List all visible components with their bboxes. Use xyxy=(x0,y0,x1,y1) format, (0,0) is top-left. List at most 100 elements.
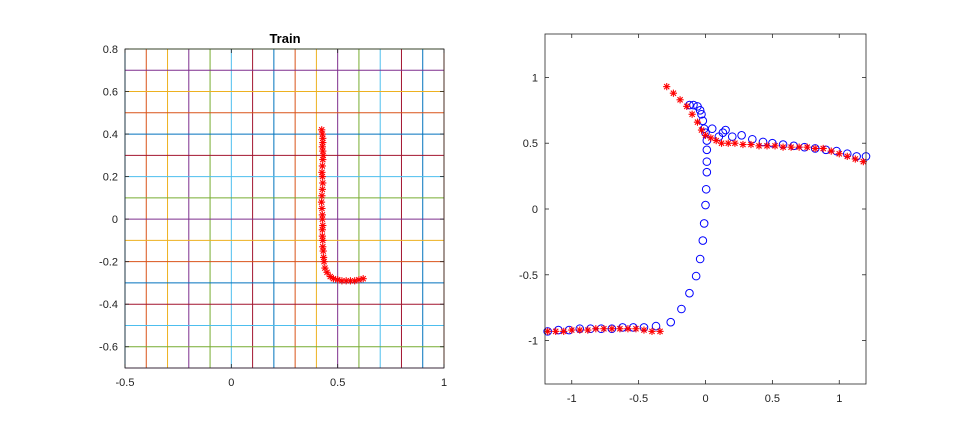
data-point-asterisk xyxy=(739,140,747,149)
data-point-asterisk xyxy=(560,327,568,335)
data-point-asterisk xyxy=(329,275,338,283)
y-tick-label: -0.2 xyxy=(99,257,118,269)
x-tick-label: 0.5 xyxy=(330,377,345,389)
data-point-asterisk xyxy=(851,155,859,163)
data-point-asterisk xyxy=(648,327,656,335)
data-point-asterisk xyxy=(663,83,671,91)
x-tick-label: 0 xyxy=(702,393,708,405)
data-point-circle xyxy=(758,137,768,147)
data-point-asterisk xyxy=(584,326,592,334)
data-point-asterisk xyxy=(676,96,684,104)
data-point-asterisk xyxy=(697,126,706,134)
data-point-circle xyxy=(666,317,676,327)
data-point-asterisk xyxy=(640,326,648,334)
data-point-asterisk xyxy=(712,136,720,145)
data-point-asterisk xyxy=(318,204,326,213)
data-point-asterisk xyxy=(693,118,702,126)
x-tick-label: 0.5 xyxy=(765,393,780,405)
y-tick-label: -0.4 xyxy=(99,299,118,311)
data-point-asterisk xyxy=(317,198,326,206)
x-tick-label: 1 xyxy=(836,393,842,405)
plot-area xyxy=(125,49,444,368)
y-tick-label: 1 xyxy=(532,72,538,84)
data-point-asterisk xyxy=(779,143,787,151)
data-point-asterisk xyxy=(323,268,331,276)
y-tick-label: 0.4 xyxy=(103,129,118,141)
data-point-circle xyxy=(707,124,717,134)
data-point-asterisk xyxy=(747,140,755,149)
data-point-asterisk xyxy=(318,173,326,181)
y-tick-label: -1 xyxy=(528,336,538,348)
data-point-asterisk xyxy=(608,325,616,333)
data-point-asterisk xyxy=(787,143,795,151)
x-tick-label: 1 xyxy=(441,377,447,389)
data-point-circle xyxy=(695,254,705,264)
y-tick-label: -0.6 xyxy=(99,342,118,354)
data-point-asterisk xyxy=(320,258,328,266)
data-point-asterisk xyxy=(544,327,552,335)
y-tick-label: 0 xyxy=(112,214,118,226)
data-point-asterisk xyxy=(771,142,779,150)
data-point-asterisk xyxy=(632,325,640,333)
y-tick-label: 0.8 xyxy=(103,44,118,56)
data-point-asterisk xyxy=(334,276,342,284)
data-point-asterisk xyxy=(592,325,600,333)
data-point-asterisk xyxy=(827,147,835,155)
data-point-circle xyxy=(677,304,686,314)
data-point-asterisk xyxy=(763,142,771,150)
data-point-circle xyxy=(721,125,730,135)
data-point-circle xyxy=(702,145,712,155)
data-point-circle xyxy=(702,167,712,177)
data-point-circle xyxy=(689,100,698,110)
data-point-circle xyxy=(768,138,777,148)
data-point-asterisk xyxy=(346,277,355,285)
y-tick-label: 0.5 xyxy=(523,138,538,150)
data-point-asterisk xyxy=(318,215,326,223)
data-point-circle xyxy=(691,271,701,281)
data-point-circle xyxy=(810,144,820,153)
data-point-circle xyxy=(651,321,661,331)
data-point-asterisk xyxy=(811,144,819,153)
data-point-asterisk xyxy=(319,247,327,255)
y-tick-label: 0.6 xyxy=(103,87,118,99)
x-tick-label: -0.5 xyxy=(629,393,648,405)
data-point-circle xyxy=(699,219,709,228)
data-point-asterisk xyxy=(318,192,326,200)
data-point-asterisk xyxy=(724,139,732,147)
data-point-asterisk xyxy=(338,277,346,285)
data-point-asterisk xyxy=(318,185,326,193)
y-tick-label: -0.5 xyxy=(519,270,538,282)
data-point-circle xyxy=(718,128,728,137)
train-chart: Train -0.5 0 0.5 1 -0.6 -0.4 -0.2 0 0.2 0.4 0.6 0.8 xyxy=(99,31,447,389)
data-point-asterisk xyxy=(717,139,726,147)
data-point-circle xyxy=(701,184,711,194)
data-point-circle xyxy=(693,102,702,111)
data-point-asterisk xyxy=(552,327,560,335)
data-point-asterisk xyxy=(624,325,632,333)
data-point-asterisk xyxy=(319,236,327,244)
data-point-circle xyxy=(685,288,694,298)
x-tick-label: -0.5 xyxy=(116,377,135,389)
data-point-circle xyxy=(737,131,746,140)
chart-title: Train xyxy=(269,31,300,46)
data-point-asterisk xyxy=(351,277,359,285)
data-point-asterisk xyxy=(755,142,763,150)
data-point-asterisk xyxy=(616,325,624,333)
data-point-circle xyxy=(697,109,706,119)
y-tick-label: 0.2 xyxy=(103,172,118,184)
data-point-asterisk xyxy=(319,155,327,164)
data-point-circle xyxy=(702,157,712,166)
data-point-asterisk xyxy=(568,326,576,334)
data-point-asterisk xyxy=(835,150,843,158)
data-point-circle xyxy=(701,200,710,210)
data-point-asterisk xyxy=(795,143,803,151)
data-point-circle xyxy=(607,324,617,334)
data-point-asterisk xyxy=(318,162,326,170)
data-point-asterisk xyxy=(319,179,327,187)
data-point-asterisk xyxy=(318,126,326,134)
data-point-asterisk xyxy=(355,276,363,284)
data-point-asterisk xyxy=(843,152,851,160)
x-tick-label: -1 xyxy=(567,393,577,405)
data-point-asterisk xyxy=(688,110,696,118)
data-point-asterisk xyxy=(731,139,739,147)
